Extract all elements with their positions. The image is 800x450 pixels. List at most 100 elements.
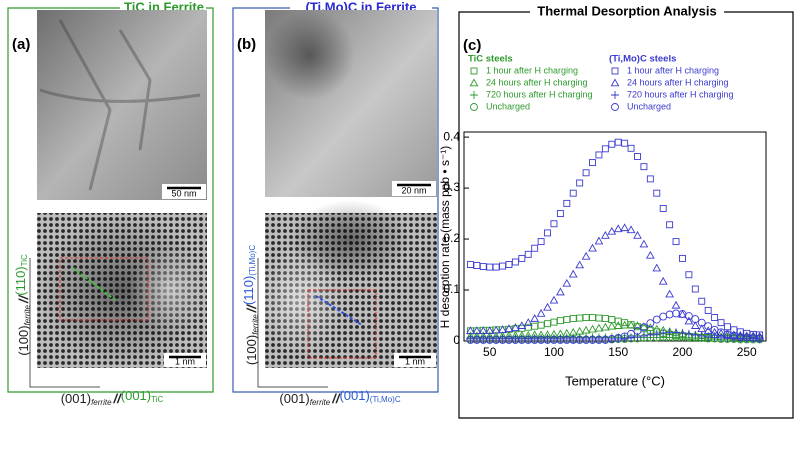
- data-point: [544, 229, 551, 237]
- data-point: [466, 261, 474, 268]
- data-point: [717, 333, 726, 342]
- orientation-part: (100): [244, 335, 259, 365]
- orientation-part: (100): [16, 325, 31, 355]
- data-point: [472, 336, 481, 344]
- data-point: [588, 243, 597, 252]
- orientation-part: (110): [13, 266, 28, 295]
- data-point: [690, 321, 700, 329]
- data-point: [627, 333, 636, 342]
- x-tick-label: 200: [672, 345, 692, 359]
- data-point: [485, 326, 495, 335]
- data-point: [543, 336, 552, 344]
- data-point: [711, 314, 719, 322]
- data-point: [479, 263, 487, 271]
- orientation-part: //: [16, 294, 31, 304]
- data-point: [601, 336, 610, 344]
- data-point: [530, 314, 540, 322]
- data-point: [536, 308, 546, 317]
- orientation-axes: [29, 258, 100, 388]
- data-point: [710, 333, 719, 342]
- data-point: [659, 312, 668, 321]
- data-point: [653, 189, 661, 197]
- data-point: [697, 331, 706, 340]
- y-tick-label: 0.3: [443, 180, 460, 194]
- legend-marker: [611, 91, 619, 99]
- data-point: [704, 322, 713, 331]
- legend-label: Uncharged: [627, 101, 671, 111]
- data-point: [556, 336, 565, 344]
- data-point: [524, 336, 533, 344]
- data-point: [473, 262, 481, 270]
- data-point: [594, 323, 604, 332]
- data-point: [589, 314, 596, 322]
- scale-label: 50 nm: [171, 188, 196, 198]
- data-point: [499, 262, 507, 270]
- data-point: [684, 329, 693, 338]
- data-point: [607, 335, 616, 343]
- data-point: [588, 336, 597, 344]
- data-point: [498, 336, 507, 344]
- data-point: [600, 230, 610, 239]
- data-point: [627, 329, 636, 338]
- data-point: [742, 333, 751, 342]
- data-point: [698, 297, 706, 305]
- data-point: [563, 199, 571, 207]
- data-point: [620, 320, 630, 329]
- data-point: [531, 244, 539, 252]
- panel-label: (b): [237, 36, 256, 53]
- data-point: [665, 289, 674, 298]
- data-point: [620, 223, 630, 232]
- y-tick-label: 0.2: [443, 231, 460, 245]
- data-point: [685, 271, 693, 279]
- roi-box: [307, 289, 377, 359]
- data-point: [697, 324, 707, 333]
- data-point: [626, 320, 636, 329]
- data-point: [479, 336, 488, 344]
- orientation-part: (001): [121, 388, 151, 403]
- data-point: [666, 221, 674, 229]
- data-point: [614, 317, 622, 325]
- data-point: [569, 315, 577, 323]
- orientation-part: (001): [279, 391, 309, 406]
- data-point: [492, 336, 501, 344]
- data-point: [537, 238, 545, 246]
- data-point: [601, 315, 609, 323]
- data-point: [633, 326, 642, 335]
- data-point: [594, 236, 604, 245]
- data-point: [645, 250, 655, 259]
- orientation-part: (110): [241, 276, 256, 305]
- data-point: [576, 179, 584, 187]
- data-point: [614, 138, 622, 146]
- legend-marker: [470, 67, 478, 75]
- scale-label: 20 nm: [401, 185, 426, 195]
- data-point: [749, 333, 758, 342]
- data-point: [646, 319, 655, 328]
- data-point: [646, 330, 655, 339]
- data-point: [639, 239, 649, 248]
- data-point: [505, 261, 513, 268]
- data-point: [659, 328, 668, 337]
- contrast: [130, 245, 210, 335]
- data-point: [581, 325, 591, 334]
- legend-marker: [469, 78, 479, 87]
- data-point: [608, 316, 616, 324]
- data-point: [627, 144, 635, 152]
- dislocation: [39, 19, 201, 191]
- data-point: [511, 336, 520, 344]
- data-point: [517, 321, 527, 329]
- orientation-part: //: [113, 391, 123, 406]
- data-point: [652, 315, 661, 324]
- orientation-part: ferrite: [310, 398, 331, 407]
- orientation-part: TiC: [151, 395, 163, 404]
- panel-b: (Ti,Mo)C in Ferrite (b) 20 nm 1 nm: [232, 0, 439, 393]
- data-point: [466, 336, 475, 344]
- data-point: [518, 254, 526, 262]
- data-point: [485, 336, 494, 344]
- orientation-part: //: [244, 304, 259, 314]
- data-point: [582, 314, 590, 322]
- panel-title: Thermal Desorption Analysis: [537, 3, 716, 18]
- orientation-label: (100)ferrite//(110)TiC: [13, 254, 32, 356]
- data-point: [684, 312, 693, 320]
